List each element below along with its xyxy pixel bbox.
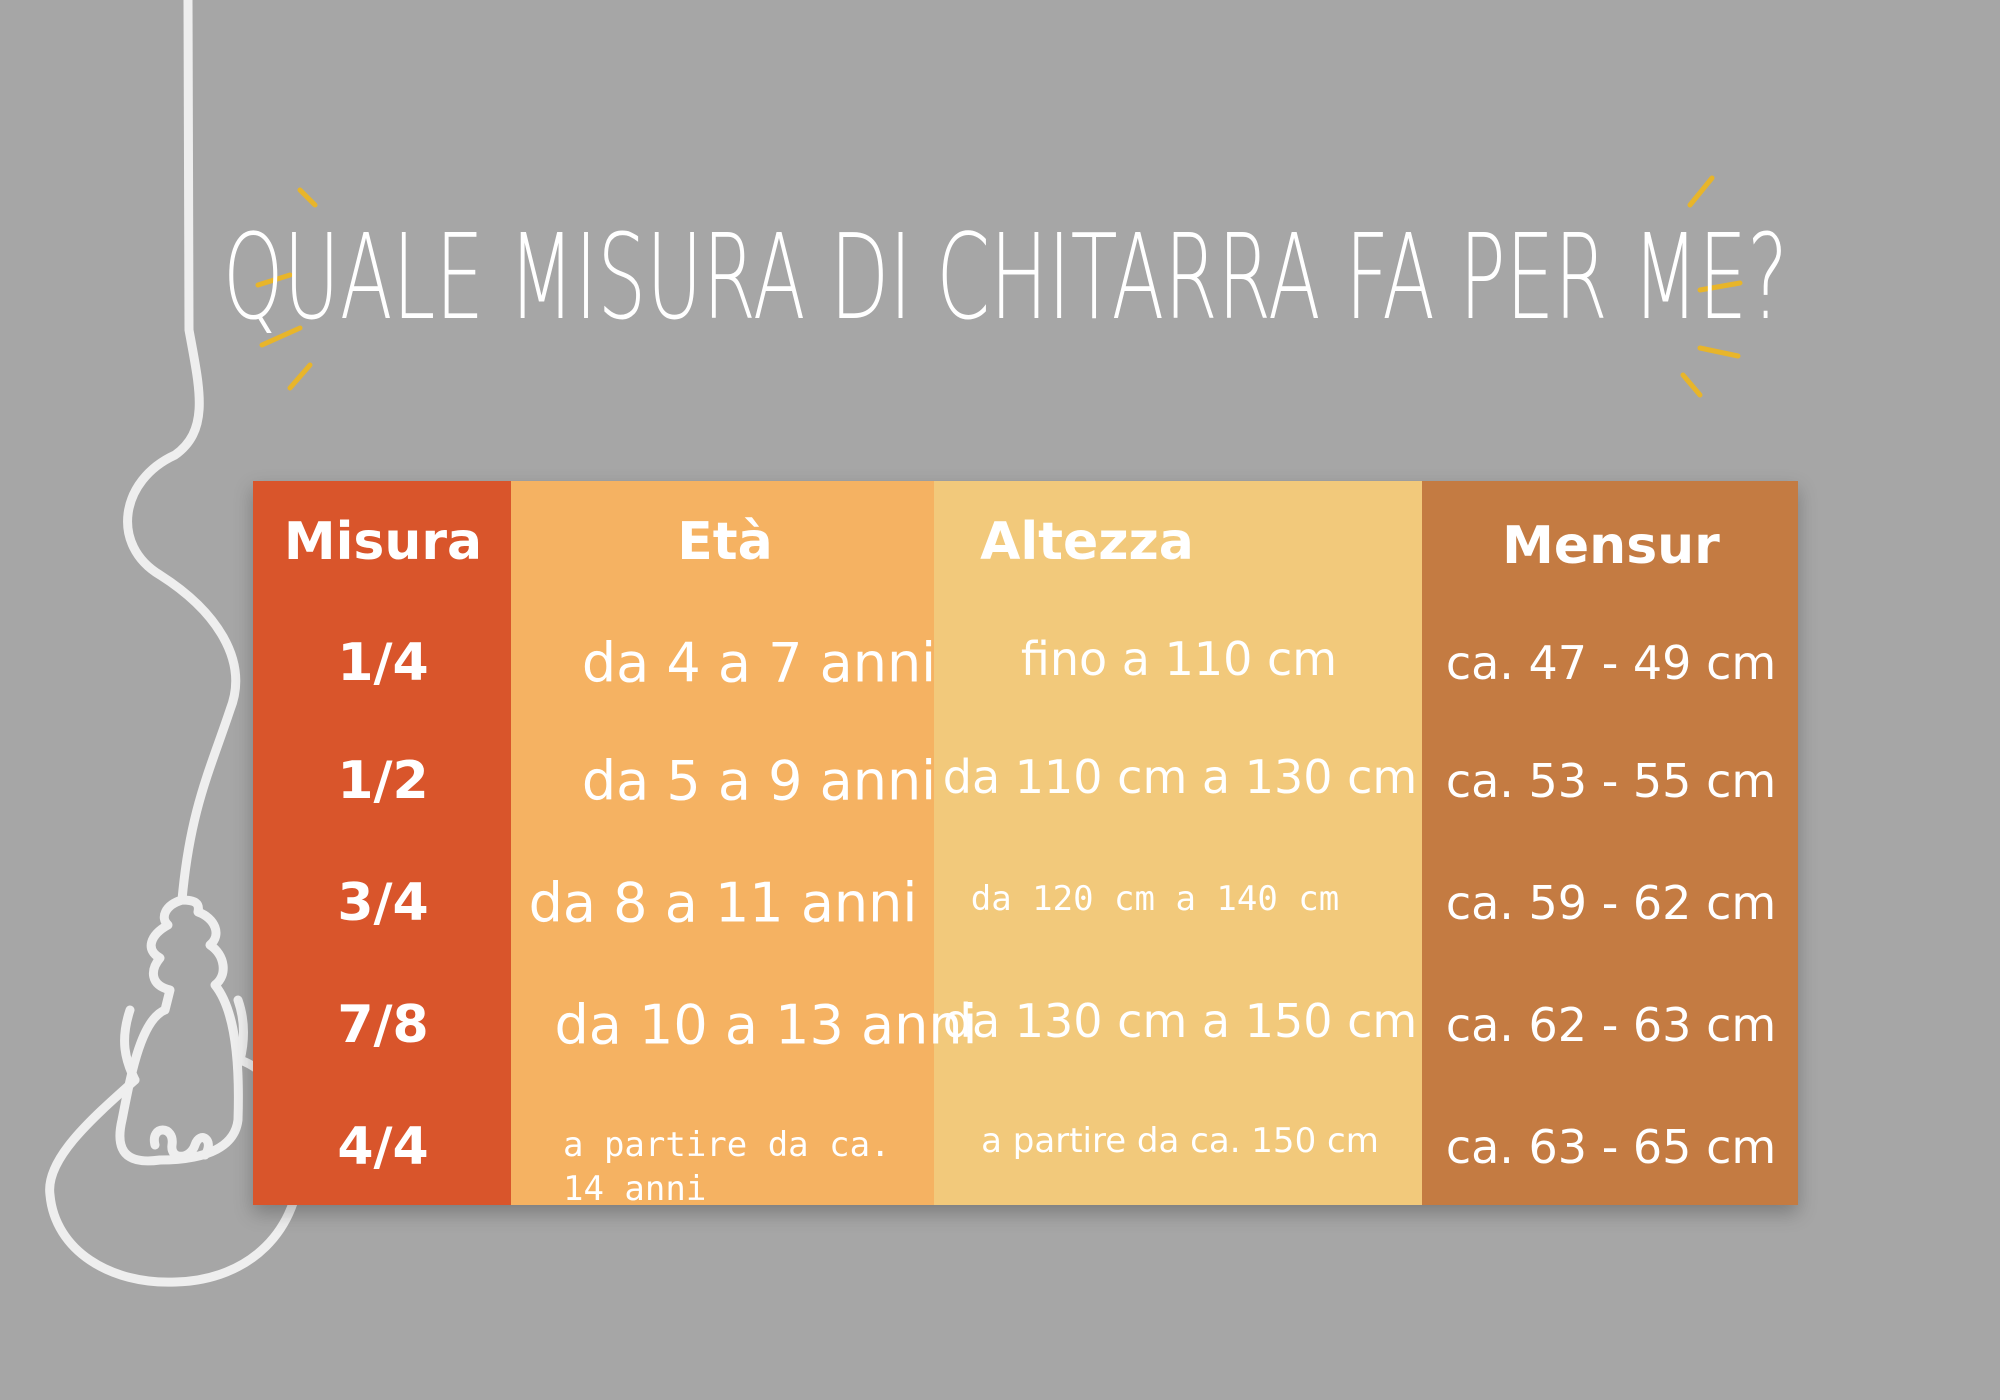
table-cell: 4/4 [337, 1117, 429, 1177]
table-cell: da 8 a 11 anni [528, 871, 918, 935]
table-cell: 3/4 [337, 873, 429, 933]
table-cell: ca. 47 - 49 cm [1445, 636, 1777, 690]
column-bg [1422, 481, 1798, 1205]
table-cell: da 130 cm a 150 cm [942, 994, 1418, 1048]
header-cell: Altezza [980, 512, 1194, 572]
table-cell: fino a 110 cm [1020, 632, 1338, 686]
table-cell: da 4 a 7 anni [581, 631, 937, 695]
size-table: Misura Età Altezza Mensur 1/4 da 4 a 7 anni fi… [253, 481, 1798, 1209]
table-cell: a partire da ca. 14 anni [563, 1125, 891, 1209]
header-cell: Misura [283, 512, 483, 572]
table-cell: ca. 63 - 65 cm [1445, 1120, 1777, 1174]
header-cell: Età [677, 512, 773, 572]
table-cell: da 10 a 13 anni [554, 993, 978, 1057]
column-bg [511, 481, 934, 1205]
table-cell: a partire da ca. 150 cm [981, 1121, 1379, 1161]
table-cell: da 120 cm a 140 cm [970, 879, 1340, 919]
table-cell: da 5 a 9 anni [581, 749, 937, 813]
header-cell: Mensur [1502, 516, 1720, 576]
table-cell: ca. 59 - 62 cm [1445, 876, 1777, 930]
table-cell: ca. 53 - 55 cm [1445, 754, 1777, 808]
table-cell: 1/4 [337, 633, 429, 693]
title: QUALE MISURA DI CHITARRA FA PER ME? [223, 208, 1788, 346]
table-cell: 7/8 [337, 995, 429, 1055]
table-cell: da 110 cm a 130 cm [942, 750, 1418, 804]
table-cell: ca. 62 - 63 cm [1445, 998, 1777, 1052]
sparkles [255, 175, 1743, 398]
table-cell: 1/2 [337, 751, 429, 811]
column-bg [934, 481, 1422, 1205]
column-bg [253, 481, 511, 1205]
